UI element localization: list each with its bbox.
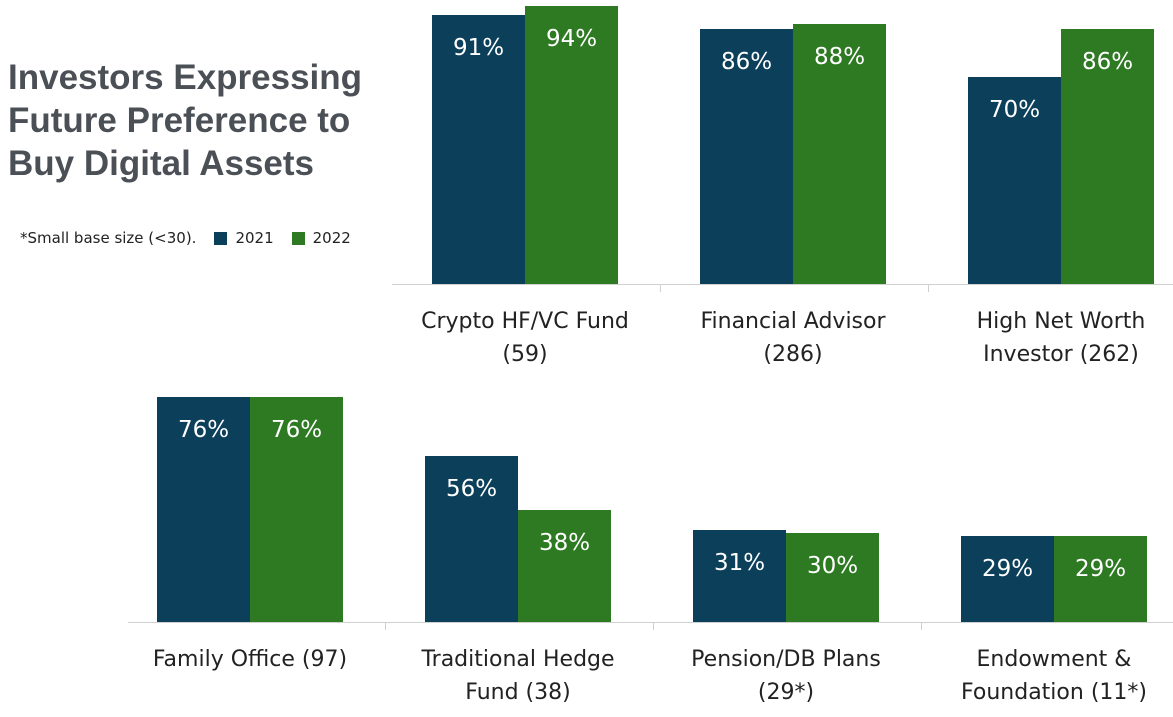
category-label: Crypto HF/VC Fund (59) — [391, 305, 659, 371]
axis-tick — [660, 284, 661, 292]
axis-tick — [928, 284, 929, 292]
title-line: Buy Digital Assets — [8, 144, 315, 183]
title-line: Future Preference to — [8, 101, 351, 140]
data-label: 86% — [1081, 49, 1134, 76]
data-label: 91% — [452, 34, 505, 61]
bar-2021 — [432, 14, 525, 284]
bar-2021 — [693, 530, 786, 622]
data-label: 76% — [177, 417, 230, 444]
data-label: 30% — [806, 553, 859, 580]
category-label-line: High Net Worth — [976, 309, 1146, 334]
bar-2021 — [425, 456, 518, 622]
legend: *Small base size (<30). 2021 2022 — [20, 229, 351, 247]
category-label-line: Pension/DB Plans — [691, 647, 881, 672]
category-label: Pension/DB Plans (29*) — [652, 643, 920, 709]
category-label-line: Foundation (11*) — [961, 680, 1147, 705]
category-label-line: (29*) — [757, 680, 815, 705]
category-label-line: (286) — [763, 342, 823, 367]
data-label: 86% — [720, 49, 773, 76]
bar-2022 — [525, 5, 618, 284]
data-label: 56% — [445, 476, 498, 503]
data-label: 70% — [988, 96, 1041, 123]
legend-label-2022: 2022 — [312, 229, 351, 247]
bar-2022 — [1061, 29, 1154, 284]
axis-tick — [385, 622, 386, 630]
category-label: Financial Advisor (286) — [659, 305, 927, 371]
x-axis-line — [392, 284, 1173, 285]
legend-label-2021: 2021 — [235, 229, 274, 247]
category-label-line: (59) — [502, 342, 548, 367]
bar-2022 — [793, 23, 886, 284]
category-label: Traditional Hedge Fund (38) — [384, 643, 652, 709]
category-label: High Net Worth Investor (262) — [927, 305, 1173, 371]
bar-2022 — [250, 397, 343, 622]
axis-tick — [921, 622, 922, 630]
bar-2022 — [786, 533, 879, 622]
category-label: Endowment & Foundation (11*) — [920, 643, 1173, 709]
bar-2021 — [968, 76, 1061, 284]
category-label-line: Financial Advisor — [700, 309, 886, 334]
data-label: 88% — [813, 43, 866, 70]
bar-2021 — [700, 29, 793, 284]
data-label: 38% — [538, 529, 591, 556]
category-label-line: Endowment & — [976, 647, 1132, 672]
data-label: 31% — [713, 550, 766, 577]
category-label: Family Office (97) — [116, 643, 384, 709]
category-label-line — [116, 676, 384, 709]
legend-note: *Small base size (<30). — [20, 229, 197, 247]
category-label-line: Fund (38) — [465, 680, 571, 705]
category-label-line: Crypto HF/VC Fund — [421, 309, 629, 334]
legend-swatch-2022 — [291, 231, 305, 245]
legend-swatch-2021 — [214, 231, 228, 245]
category-label-line: Traditional Hedge — [421, 647, 615, 672]
title-line: Investors Expressing — [8, 58, 363, 97]
chart-title: Investors Expressing Future Preference t… — [8, 56, 362, 185]
bar-2022 — [1054, 536, 1147, 622]
bar-2021 — [961, 536, 1054, 622]
x-axis-line — [128, 622, 1173, 623]
bar-2021 — [157, 397, 250, 622]
bar-2022 — [518, 509, 611, 622]
category-label-line: Family Office (97) — [152, 647, 348, 672]
data-label: 76% — [270, 417, 323, 444]
category-label-line: Investor (262) — [983, 342, 1139, 367]
axis-tick — [653, 622, 654, 630]
data-label: 29% — [981, 556, 1034, 583]
data-label: 29% — [1074, 556, 1127, 583]
data-label: 94% — [545, 25, 598, 52]
